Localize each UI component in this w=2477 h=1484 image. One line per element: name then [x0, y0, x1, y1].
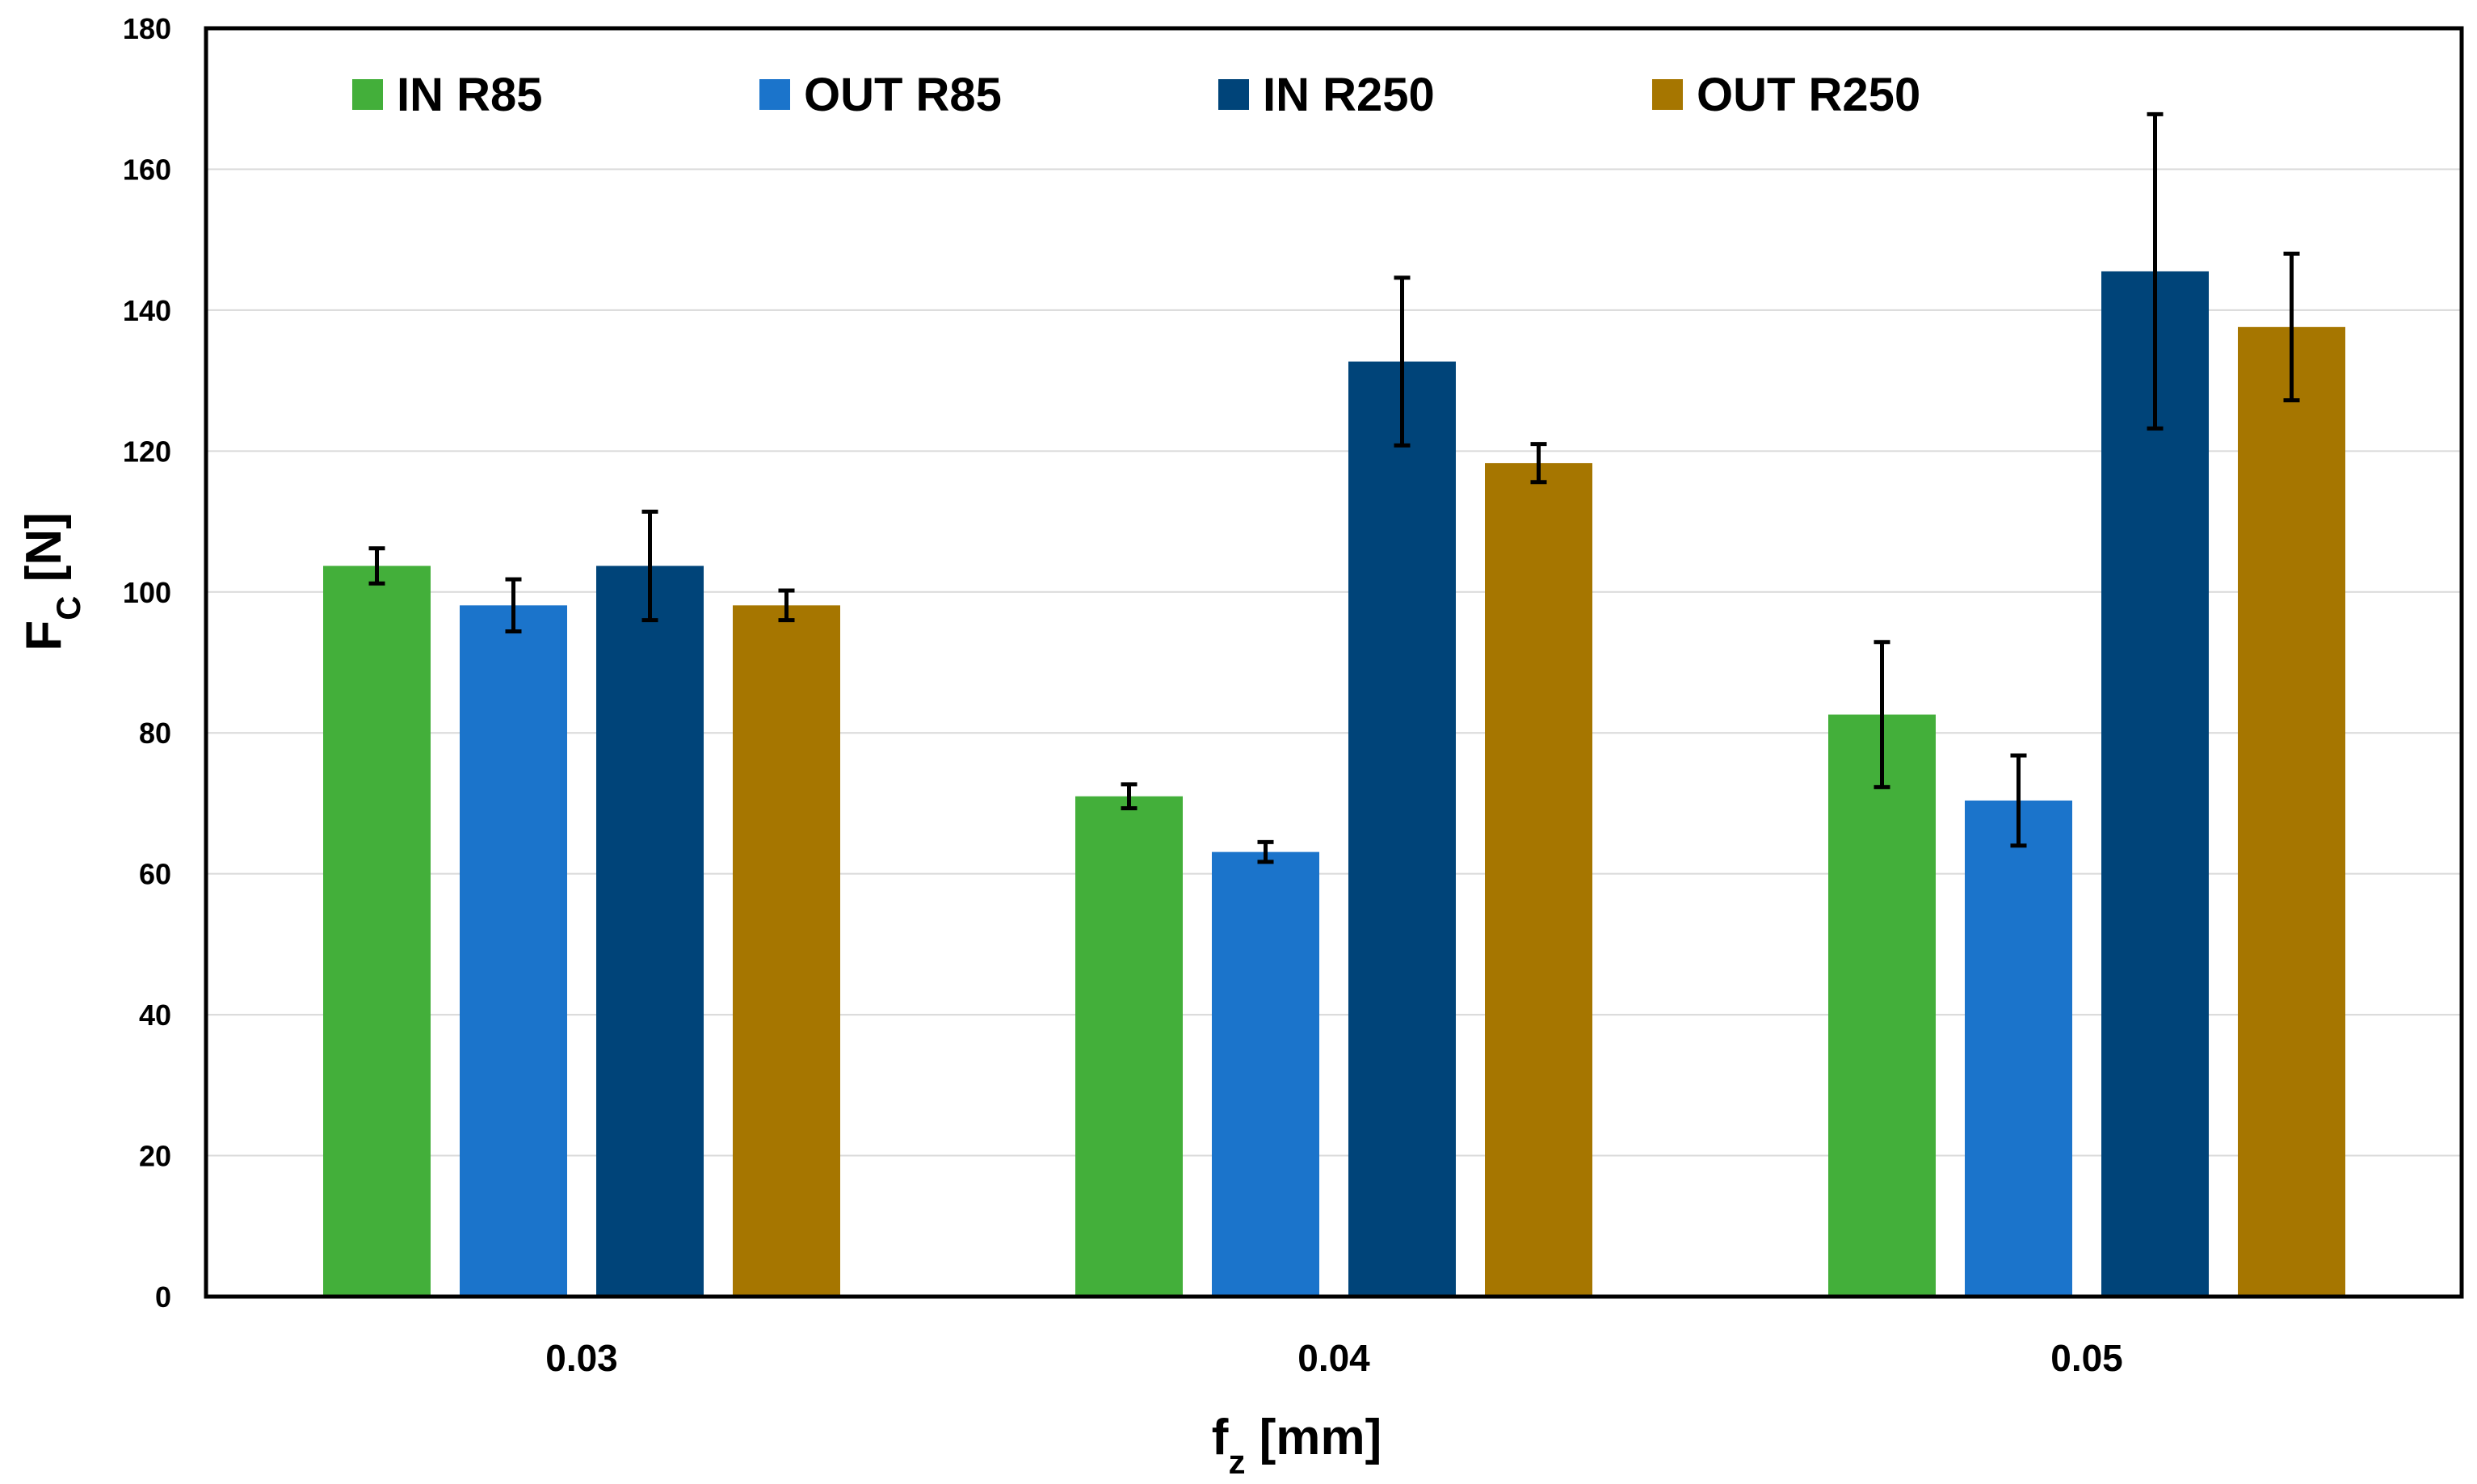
legend-item: OUT R85	[759, 69, 1002, 121]
y-tick-label: 140	[123, 294, 171, 327]
error-bar	[2147, 111, 2164, 431]
x-axis-title-subscript: z	[1228, 1443, 1245, 1481]
bar-in-r85-0.03	[323, 565, 431, 1297]
bar-in-r85-0.05	[1828, 714, 1936, 1297]
y-tick-label: 0	[155, 1280, 171, 1314]
legend-label: IN R250	[1263, 69, 1435, 121]
bar-out-r85-0.04	[1212, 851, 1319, 1297]
x-tick-label: 0.05	[2050, 1337, 2123, 1379]
legend-swatch	[1652, 79, 1683, 110]
error-bar	[1121, 782, 1138, 811]
bar-in-r250-0.05	[2101, 271, 2209, 1297]
error-bar	[2283, 251, 2300, 403]
error-bar	[641, 509, 658, 623]
y-tick-label: 20	[139, 1140, 171, 1173]
legend-swatch	[759, 79, 790, 110]
error-bar	[1394, 275, 1411, 448]
legend-label: OUT R250	[1697, 69, 1920, 121]
legend-item: IN R85	[352, 69, 543, 121]
x-axis-title: fz [mm]	[1212, 1410, 1381, 1481]
error-bar	[2010, 753, 2027, 848]
x-axis-title-rest: [mm]	[1245, 1410, 1381, 1465]
error-bar	[1874, 640, 1890, 789]
bar-in-r250-0.04	[1348, 361, 1456, 1297]
y-axis-title-rest: [N]	[16, 512, 72, 595]
bar-in-r85-0.04	[1075, 796, 1183, 1297]
legend-item: OUT R250	[1652, 69, 1920, 121]
y-axis-title-main: F	[16, 620, 72, 651]
bar-out-r85-0.05	[1965, 800, 2072, 1297]
bars	[323, 271, 2345, 1297]
legend-label: IN R85	[397, 69, 543, 121]
error-bar	[368, 546, 385, 586]
bar-in-r250-0.03	[596, 565, 704, 1297]
y-tick-label: 60	[139, 858, 171, 891]
y-tick-label: 160	[123, 153, 171, 186]
y-axis-ticks: 0 20 40 60 80 100 120 140 160 180	[123, 12, 171, 1314]
error-bars	[368, 111, 2300, 864]
x-tick-label: 0.04	[1297, 1337, 1370, 1379]
x-tick-label: 0.03	[545, 1337, 618, 1379]
plot-area-frame	[204, 26, 2464, 1299]
y-tick-label: 120	[123, 435, 171, 468]
bar-out-r250-0.05	[2238, 326, 2345, 1297]
x-axis-ticks: 0.03 0.04 0.05	[545, 1337, 2123, 1379]
legend-swatch	[352, 79, 383, 110]
y-tick-label: 80	[139, 717, 171, 750]
error-bar	[1257, 839, 1274, 864]
bar-out-r250-0.03	[733, 605, 840, 1297]
error-bar	[778, 588, 795, 623]
legend-swatch	[1218, 79, 1249, 110]
y-axis-title: FC [N]	[16, 512, 87, 651]
error-bar	[505, 577, 522, 634]
legend-label: OUT R85	[804, 69, 1002, 121]
gridlines	[206, 168, 2462, 1157]
y-tick-label: 40	[139, 998, 171, 1032]
bar-out-r250-0.04	[1485, 463, 1592, 1297]
y-axis-title-subscript: C	[49, 596, 87, 620]
y-tick-label: 100	[123, 576, 171, 609]
error-bar	[1530, 442, 1547, 485]
legend-item: IN R250	[1218, 69, 1435, 121]
legend: IN R85 OUT R85 IN R250 OUT R250	[352, 69, 1920, 121]
y-tick-label: 180	[123, 12, 171, 45]
bar-out-r85-0.03	[460, 605, 567, 1297]
x-axis-title-main: f	[1212, 1410, 1229, 1465]
